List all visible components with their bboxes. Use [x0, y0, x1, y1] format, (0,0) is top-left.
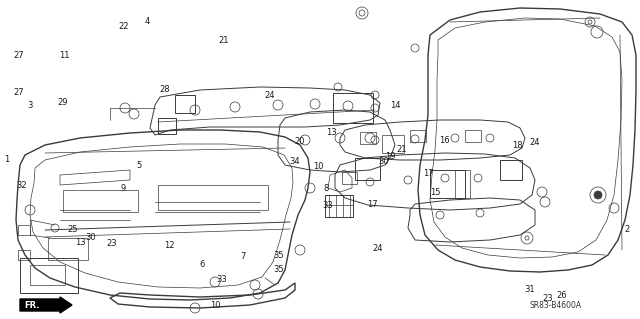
Text: 27: 27	[14, 51, 24, 60]
Bar	[18, 225, 30, 235]
Text: 3: 3	[28, 101, 33, 110]
Bar	[465, 130, 481, 142]
Text: FR.: FR.	[24, 300, 40, 309]
Text: 12: 12	[164, 241, 175, 250]
Text: 32: 32	[17, 181, 27, 190]
Text: 31: 31	[525, 285, 535, 294]
Bar	[342, 172, 357, 184]
Bar	[20, 258, 78, 293]
Text: 1: 1	[4, 155, 9, 164]
Text: 7: 7	[241, 252, 246, 261]
Text: 30: 30	[86, 233, 96, 242]
Bar	[63, 190, 138, 212]
Text: 35: 35	[273, 265, 284, 274]
Text: 5: 5	[136, 161, 141, 170]
Text: 20: 20	[294, 137, 305, 146]
Text: 33: 33	[323, 201, 333, 210]
Bar	[48, 238, 88, 260]
Text: 13: 13	[75, 238, 85, 247]
Text: SR83-B4600A: SR83-B4600A	[530, 300, 582, 309]
Text: 2: 2	[625, 225, 630, 234]
Text: 9: 9	[121, 184, 126, 193]
Text: 26: 26	[557, 291, 567, 300]
Text: 28: 28	[160, 85, 170, 94]
Bar	[30, 265, 65, 285]
Text: 27: 27	[14, 88, 24, 97]
Text: 11: 11	[59, 51, 69, 60]
Text: 24: 24	[372, 244, 383, 253]
Text: 29: 29	[58, 98, 68, 107]
Text: 35: 35	[273, 251, 284, 260]
Text: 17: 17	[367, 200, 378, 209]
Text: 8: 8	[324, 184, 329, 193]
Text: 33: 33	[217, 275, 227, 284]
Text: 19: 19	[385, 152, 396, 161]
Text: 18: 18	[512, 141, 522, 150]
Text: 21: 21	[219, 36, 229, 45]
Bar	[355, 158, 380, 180]
Bar	[382, 135, 404, 153]
Text: 24: 24	[530, 138, 540, 147]
Circle shape	[594, 191, 602, 199]
Bar	[500, 160, 522, 180]
Bar	[360, 132, 376, 144]
Text: 23: 23	[107, 239, 117, 248]
Text: 22: 22	[118, 22, 129, 31]
Bar	[158, 118, 176, 134]
Text: 21: 21	[396, 145, 406, 154]
Text: 24: 24	[265, 91, 275, 100]
Bar	[410, 130, 426, 142]
Text: 23: 23	[543, 294, 553, 303]
Text: 10: 10	[210, 301, 220, 310]
Bar	[325, 195, 353, 217]
Bar	[158, 185, 268, 210]
Text: 13: 13	[326, 128, 337, 137]
Bar	[18, 250, 30, 260]
Text: 17: 17	[424, 169, 434, 178]
Text: 25: 25	[68, 225, 78, 234]
Bar	[333, 93, 373, 123]
Text: 16: 16	[440, 136, 450, 145]
Bar	[430, 170, 465, 198]
Text: 4: 4	[145, 17, 150, 26]
Bar	[455, 170, 470, 198]
Text: 34: 34	[289, 157, 300, 166]
Bar	[175, 95, 195, 113]
Text: 14: 14	[390, 101, 400, 110]
Text: 10: 10	[313, 162, 323, 171]
Text: 15: 15	[430, 189, 440, 197]
Text: 6: 6	[199, 260, 204, 269]
FancyArrow shape	[20, 297, 72, 313]
Text: 30: 30	[379, 157, 389, 166]
